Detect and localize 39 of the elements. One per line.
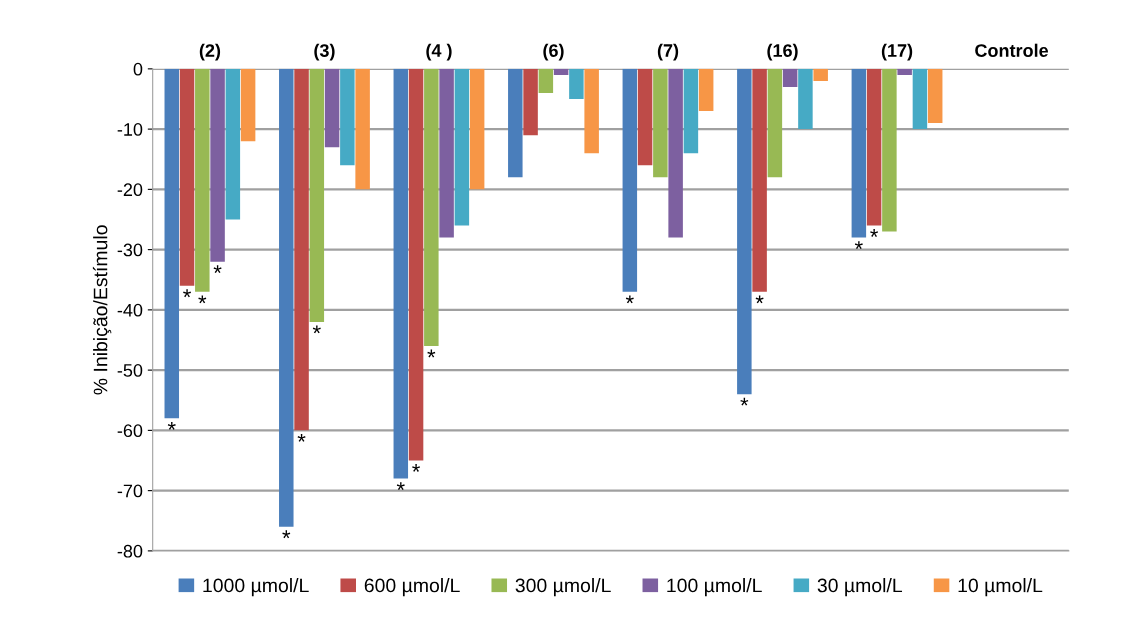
data-label: * [213, 265, 222, 274]
x-tick-label: (7) [657, 43, 679, 61]
data-label: * [412, 464, 421, 472]
data-label: * [396, 482, 405, 490]
x-tick-label: (6) [543, 43, 564, 61]
x-tick-label: (17) [881, 43, 913, 61]
x-tick-label: Controle [975, 43, 1049, 57]
data-label: * [625, 295, 634, 304]
legend-label: 1000 µmol/L [203, 578, 309, 597]
y-axis-title: % Inibição/Estímulo [92, 225, 112, 395]
data-label: * [183, 289, 192, 298]
legend-label: 30 µmol/L [817, 578, 903, 597]
legend-label: 100 µmol/L [667, 578, 762, 597]
data-label: * [870, 229, 879, 237]
y-tick-label: 0 [133, 62, 143, 76]
x-tick-label: (2) [199, 43, 221, 61]
y-tick-label: -30 [117, 243, 143, 257]
y-tick-label: -80 [117, 544, 143, 558]
y-tick-label: -70 [117, 484, 143, 498]
data-label: * [282, 530, 291, 539]
x-tick-label: (4 ) [426, 43, 452, 61]
data-label: * [740, 397, 749, 406]
y-tick-label: -40 [117, 303, 143, 317]
data-label: * [854, 241, 863, 249]
y-tick-label: -10 [117, 123, 143, 136]
legend-label: 300 µmol/L [515, 578, 611, 597]
y-tick-label: -60 [117, 424, 143, 438]
data-label: * [755, 295, 764, 304]
x-tick-label: (16) [767, 43, 798, 61]
data-label: * [312, 325, 321, 334]
data-label: * [198, 295, 207, 304]
x-tick-label: (3) [314, 43, 335, 61]
y-tick-label: -50 [117, 364, 143, 377]
data-label: * [427, 349, 436, 358]
data-label: * [167, 421, 176, 430]
y-tick-label: -20 [117, 183, 143, 197]
legend-label: 10 µmol/L [958, 578, 1043, 597]
legend-label: 600 µmol/L [364, 578, 460, 597]
data-label: * [297, 433, 306, 442]
